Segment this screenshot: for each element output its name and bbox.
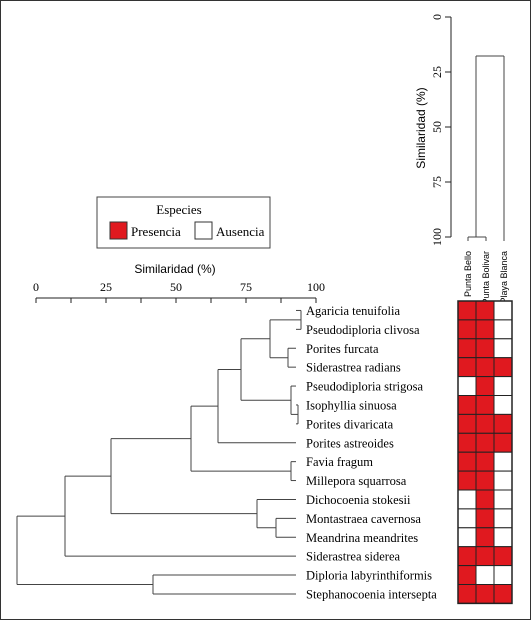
- species-tick-label: 0: [33, 280, 39, 294]
- presence-cell: [457, 584, 477, 604]
- presence-cell: [457, 432, 477, 453]
- site-label-punta-bello: Punta Bello: [463, 251, 473, 297]
- absence-cell: [493, 395, 513, 415]
- species-label: Millepora squarrosa: [306, 474, 407, 488]
- presence-cell: [493, 432, 513, 453]
- species-label: Dichocoenia stokesii: [306, 493, 411, 507]
- absence-cell: [457, 527, 477, 548]
- site-dendrogram: 0 25 50 75 100 Similaridad (%) Punta Bel…: [414, 14, 509, 305]
- species-tick-label: 75: [240, 280, 252, 294]
- species-label: Montastraea cavernosa: [306, 512, 421, 526]
- presence-cell: [475, 546, 495, 567]
- presence-cell: [475, 395, 495, 415]
- species-label: Agaricia tenuifolia: [306, 304, 401, 318]
- site-label-punta-bolivar: Punta Bolivar: [481, 251, 491, 305]
- presence-cell: [457, 357, 477, 378]
- site-tick-label: 25: [430, 66, 444, 78]
- species-label: Pseudodiploria clivosa: [306, 323, 420, 337]
- legend-absence-swatch: [194, 221, 213, 240]
- presence-cell: [457, 300, 477, 321]
- species-labels: Agaricia tenuifolia Pseudodiploria clivos…: [306, 304, 437, 602]
- presence-cell: [457, 451, 477, 472]
- site-tick-label: 75: [430, 176, 444, 188]
- presence-cell: [475, 432, 495, 453]
- legend: Especies Presencia Ausencia: [96, 196, 271, 249]
- absence-cell: [457, 376, 477, 397]
- absence-cell: [493, 489, 513, 510]
- legend-presence-swatch: [109, 221, 128, 240]
- species-axis-title: Similaridad (%): [134, 262, 215, 276]
- presence-matrix: [457, 300, 513, 605]
- species-label: Meandrina meandrites: [306, 531, 418, 545]
- presence-cell: [475, 470, 495, 491]
- absence-cell: [457, 489, 477, 510]
- presence-cell: [457, 395, 477, 415]
- absence-cell: [493, 508, 513, 529]
- presence-cell: [457, 338, 477, 359]
- absence-cell: [457, 508, 477, 529]
- matrix-outline: [457, 300, 513, 605]
- legend-title: Especies: [156, 202, 201, 217]
- presence-cell: [493, 413, 513, 434]
- species-label: Favia fragum: [306, 455, 373, 469]
- presence-cell: [457, 413, 477, 434]
- absence-cell: [493, 527, 513, 548]
- absence-cell: [493, 338, 513, 359]
- presence-cell: [475, 489, 495, 510]
- species-label: Porites divaricata: [306, 417, 394, 431]
- species-label: Porites astreoides: [306, 436, 394, 450]
- legend-presence-label: Presencia: [131, 224, 181, 239]
- presence-cell: [493, 546, 513, 567]
- species-axis: Similaridad (%) 0 25 50 75 100: [33, 262, 325, 303]
- species-tick-label: 50: [170, 280, 182, 294]
- presence-cell: [493, 584, 513, 604]
- absence-cell: [493, 376, 513, 397]
- species-label: Siderastrea siderea: [306, 550, 401, 564]
- species-label: Isophyllia sinuosa: [306, 398, 397, 412]
- species-tick-label: 25: [100, 280, 112, 294]
- presence-cell: [475, 357, 495, 378]
- presence-cell: [457, 470, 477, 491]
- site-label-playa-blanca: Playa Blanca: [499, 251, 509, 304]
- species-tick-label: 100: [307, 280, 325, 294]
- absence-cell: [493, 565, 513, 585]
- species-label: Pseudodiploria strigosa: [306, 380, 423, 394]
- species-label: Siderastrea radians: [306, 361, 401, 375]
- species-dendrogram: [16, 309, 302, 595]
- species-label: Stephanocoenia intersepta: [306, 587, 437, 601]
- presence-cell: [475, 413, 495, 434]
- absence-cell: [493, 319, 513, 340]
- presence-cell: [475, 338, 495, 359]
- presence-cell: [475, 451, 495, 472]
- legend-absence-label: Ausencia: [216, 224, 265, 239]
- presence-cell: [475, 508, 495, 529]
- presence-cell: [457, 319, 477, 340]
- presence-cell: [457, 565, 477, 585]
- presence-cell: [475, 376, 495, 397]
- absence-cell: [493, 470, 513, 491]
- presence-cell: [493, 357, 513, 378]
- presence-cell: [457, 546, 477, 567]
- presence-cell: [475, 527, 495, 548]
- site-tick-label: 100: [430, 228, 444, 246]
- absence-cell: [493, 300, 513, 321]
- site-tick-label: 50: [430, 121, 444, 133]
- presence-cell: [475, 584, 495, 604]
- site-axis-title: Similaridad (%): [414, 87, 428, 168]
- presence-cell: [475, 319, 495, 340]
- species-label: Porites furcata: [306, 342, 379, 356]
- absence-cell: [475, 565, 495, 585]
- site-tick-label: 0: [430, 14, 444, 20]
- absence-cell: [493, 451, 513, 472]
- presence-cell: [475, 300, 495, 321]
- species-label: Diploria labyrinthiformis: [306, 569, 432, 583]
